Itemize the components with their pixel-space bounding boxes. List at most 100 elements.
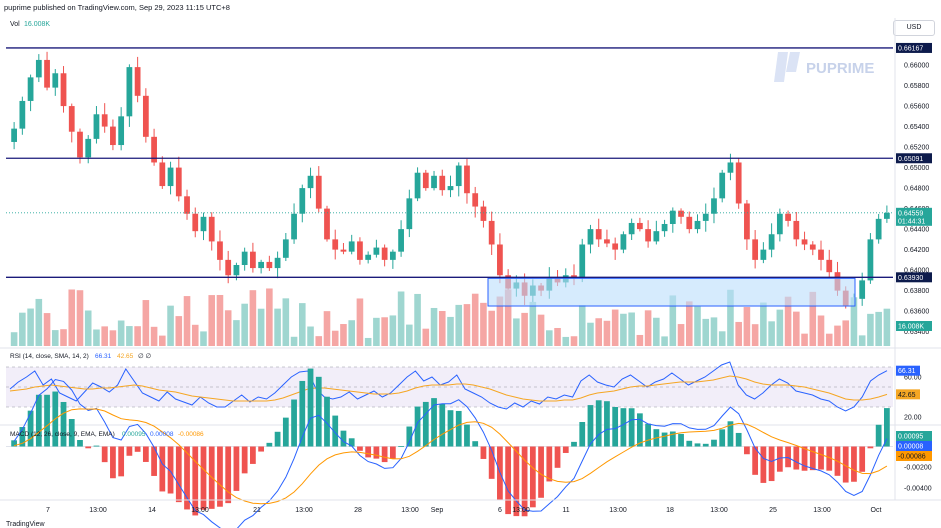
- volume-bar: [496, 296, 504, 346]
- candle-body: [793, 220, 800, 240]
- candle-body: [274, 257, 281, 269]
- volume-bar: [381, 317, 388, 346]
- macd-hist-bar: [579, 422, 586, 447]
- candle-body: [612, 243, 619, 250]
- rsi-line: [9, 361, 888, 412]
- volume-bar: [858, 335, 866, 346]
- volume-bar: [875, 311, 882, 346]
- macd-hist-bar: [760, 446, 767, 483]
- x-axis: 7 13:00 14 13:00 21 13:00 28 13:00 Sep 6 13:00 11 13…: [46, 507, 881, 514]
- y-tick-label: 0.63400: [904, 329, 929, 336]
- macd-hist-bar: [365, 446, 372, 458]
- y-tick-label: 0.65000: [904, 165, 929, 172]
- volume-bar: [348, 320, 355, 346]
- candle-body: [595, 229, 602, 240]
- volume-bar: [101, 326, 108, 346]
- candle-body: [68, 106, 75, 132]
- candle-body: [52, 73, 59, 88]
- watermark-mark: [774, 52, 788, 82]
- macd-hist-bar: [480, 446, 487, 459]
- currency-button[interactable]: USD: [893, 20, 935, 36]
- volume-bar: [595, 318, 602, 346]
- macd-hist-bar: [101, 446, 108, 463]
- candle-body: [884, 212, 890, 219]
- volume-bar: [825, 333, 833, 346]
- y-tick-label: 0.63600: [904, 309, 929, 316]
- volume-bar: [463, 304, 471, 346]
- macd-hist-bar: [562, 446, 569, 453]
- volume-bar: [784, 296, 792, 346]
- candle-body: [785, 213, 791, 221]
- candle-body: [175, 167, 182, 197]
- candle-body: [809, 244, 816, 250]
- volume-bar: [27, 308, 34, 346]
- macd-hist-bar: [842, 446, 849, 483]
- volume-bar: [200, 331, 207, 346]
- last-price-tag: [896, 207, 932, 226]
- macd-hist-bar: [851, 446, 857, 482]
- volume-bar: [743, 307, 751, 346]
- candle-body: [11, 128, 17, 142]
- candle-body: [389, 251, 396, 260]
- macd-hist-bar: [472, 441, 479, 447]
- candle-body: [678, 210, 684, 217]
- macd-hist-bar: [785, 446, 791, 468]
- volume-bar: [406, 324, 413, 346]
- macd-hist-bar: [44, 394, 50, 447]
- last-price-label: 0.64559: [898, 210, 923, 217]
- candle-body: [266, 261, 273, 269]
- macd-hist-bar: [250, 446, 256, 464]
- volume-bar: [817, 315, 825, 346]
- macd-hist-bar: [431, 398, 437, 447]
- candle-body: [488, 220, 495, 245]
- volume-bar: [257, 308, 265, 346]
- macd-hist-bar: [678, 433, 684, 447]
- volume-bar: [842, 320, 850, 346]
- macd-hist-bar: [340, 430, 347, 447]
- candle-body: [406, 198, 413, 230]
- candle-body: [258, 261, 265, 269]
- candle-body: [497, 244, 503, 276]
- rsi-legend-ma: 42.65: [117, 353, 134, 360]
- macd-hist-bar: [884, 408, 890, 447]
- volume-bar: [266, 288, 273, 346]
- y-tick-label: 0.65800: [904, 83, 929, 90]
- candle-body: [752, 239, 759, 260]
- volume-bar: [274, 308, 281, 346]
- volume-bar: [93, 329, 100, 346]
- macd-hist-bar: [768, 446, 775, 482]
- macd-hist-bar: [628, 408, 635, 447]
- volume-bar: [504, 289, 512, 346]
- candle-body: [348, 241, 355, 252]
- support-zone-box: [487, 277, 856, 307]
- volume-bar: [867, 313, 874, 346]
- x-tick-label: 13:00: [191, 507, 209, 514]
- candle-body: [250, 251, 256, 269]
- volume-bar: [603, 320, 611, 346]
- volume-bar: [620, 313, 627, 346]
- volume-bar: [488, 310, 495, 346]
- macd-hist-bar: [587, 405, 594, 447]
- volume-bar: [323, 311, 331, 346]
- x-tick-label: 11: [562, 507, 569, 514]
- candle-body: [587, 229, 594, 245]
- macd-hist-bar: [357, 446, 363, 451]
- volume-bar: [233, 320, 240, 346]
- volume-bar: [60, 329, 67, 346]
- volume-bar: [760, 302, 767, 346]
- y-tick-label: 0.65400: [904, 124, 929, 131]
- candle-body: [110, 126, 116, 146]
- macd-hist-bar: [167, 446, 174, 494]
- macd-value-label: 0.00095: [898, 434, 923, 441]
- macd-hist-bar: [151, 446, 157, 476]
- candle-body: [439, 175, 446, 191]
- volume-bar: [35, 298, 43, 346]
- macd-hist-bar: [875, 424, 882, 447]
- candle-body: [422, 172, 429, 189]
- candle-body: [653, 231, 660, 242]
- macd-hist-bar: [414, 406, 421, 447]
- volume-bar: [208, 295, 216, 346]
- macd-hist-bar: [126, 446, 133, 456]
- candle-body: [332, 239, 339, 250]
